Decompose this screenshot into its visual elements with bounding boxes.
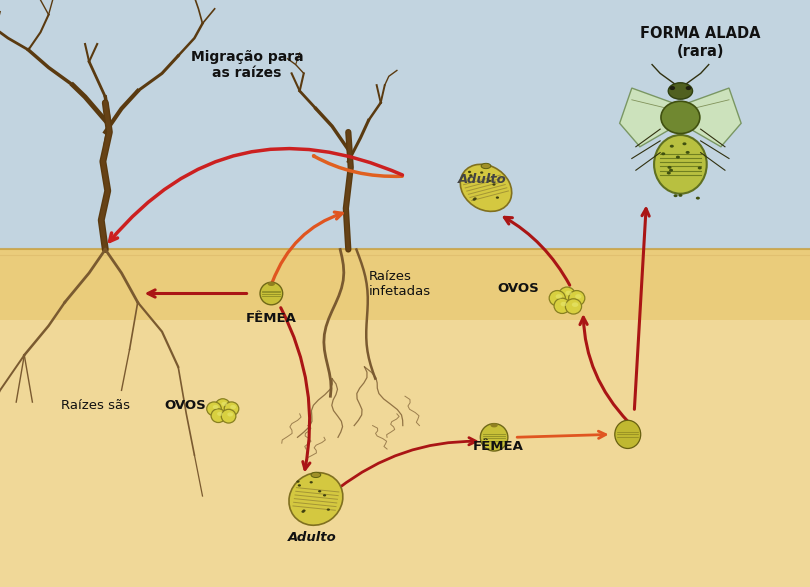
Ellipse shape [230, 405, 236, 409]
Text: Raízes sãs: Raízes sãs [61, 399, 130, 411]
Ellipse shape [211, 409, 226, 423]
Ellipse shape [480, 424, 508, 451]
Ellipse shape [654, 135, 706, 194]
Ellipse shape [289, 473, 343, 525]
Text: Raízes
infetadas: Raízes infetadas [369, 270, 431, 298]
Ellipse shape [460, 164, 512, 211]
Ellipse shape [667, 166, 671, 169]
Bar [0, 249, 810, 320]
Bar [0, 0, 810, 249]
Ellipse shape [268, 282, 275, 286]
Ellipse shape [309, 481, 313, 484]
Ellipse shape [696, 197, 700, 200]
Ellipse shape [221, 402, 228, 406]
Ellipse shape [661, 153, 665, 156]
Text: FÊMEA: FÊMEA [473, 440, 523, 453]
Ellipse shape [224, 402, 239, 416]
Ellipse shape [472, 198, 475, 201]
Ellipse shape [565, 291, 572, 295]
Ellipse shape [469, 174, 472, 177]
Ellipse shape [575, 294, 582, 299]
Ellipse shape [615, 420, 641, 448]
Ellipse shape [311, 472, 321, 478]
Ellipse shape [301, 511, 305, 513]
Ellipse shape [296, 480, 300, 483]
Ellipse shape [318, 490, 322, 492]
Ellipse shape [674, 194, 678, 197]
Ellipse shape [488, 180, 491, 182]
Ellipse shape [559, 287, 575, 302]
Text: FÊMEA: FÊMEA [246, 312, 296, 325]
Text: FORMA ALADA
(rara): FORMA ALADA (rara) [641, 26, 761, 59]
Ellipse shape [326, 508, 330, 511]
Text: OVOS: OVOS [497, 282, 539, 295]
Ellipse shape [490, 423, 497, 427]
Text: Adulto: Adulto [288, 531, 336, 544]
Ellipse shape [221, 409, 236, 423]
Ellipse shape [468, 171, 471, 173]
Ellipse shape [667, 171, 671, 174]
Ellipse shape [569, 291, 585, 306]
Text: Adulto: Adulto [458, 173, 506, 185]
Ellipse shape [685, 86, 692, 90]
Text: Migração para
as raízes: Migração para as raízes [190, 50, 304, 80]
Polygon shape [620, 88, 680, 147]
Ellipse shape [668, 83, 693, 99]
Ellipse shape [670, 145, 674, 148]
Ellipse shape [480, 171, 484, 174]
Ellipse shape [679, 194, 683, 197]
Ellipse shape [565, 299, 582, 314]
Ellipse shape [228, 412, 233, 417]
Ellipse shape [676, 156, 680, 158]
Ellipse shape [669, 169, 673, 172]
Ellipse shape [669, 86, 676, 90]
Ellipse shape [661, 101, 700, 133]
Text: OVOS: OVOS [164, 399, 207, 411]
Ellipse shape [496, 197, 499, 199]
Ellipse shape [302, 510, 305, 512]
Ellipse shape [474, 197, 477, 200]
Ellipse shape [554, 298, 570, 313]
Ellipse shape [323, 494, 326, 497]
Ellipse shape [697, 167, 701, 170]
Ellipse shape [556, 294, 562, 299]
Bar [0, 249, 810, 587]
Ellipse shape [685, 151, 689, 154]
Ellipse shape [572, 302, 578, 307]
Ellipse shape [492, 183, 496, 185]
Ellipse shape [213, 405, 219, 409]
Ellipse shape [217, 412, 223, 416]
Ellipse shape [298, 484, 301, 487]
Ellipse shape [561, 302, 567, 306]
Ellipse shape [683, 142, 687, 145]
Ellipse shape [260, 282, 283, 305]
Ellipse shape [207, 402, 221, 416]
Ellipse shape [215, 399, 230, 413]
Polygon shape [680, 88, 741, 147]
Ellipse shape [549, 291, 565, 306]
Ellipse shape [481, 163, 491, 168]
